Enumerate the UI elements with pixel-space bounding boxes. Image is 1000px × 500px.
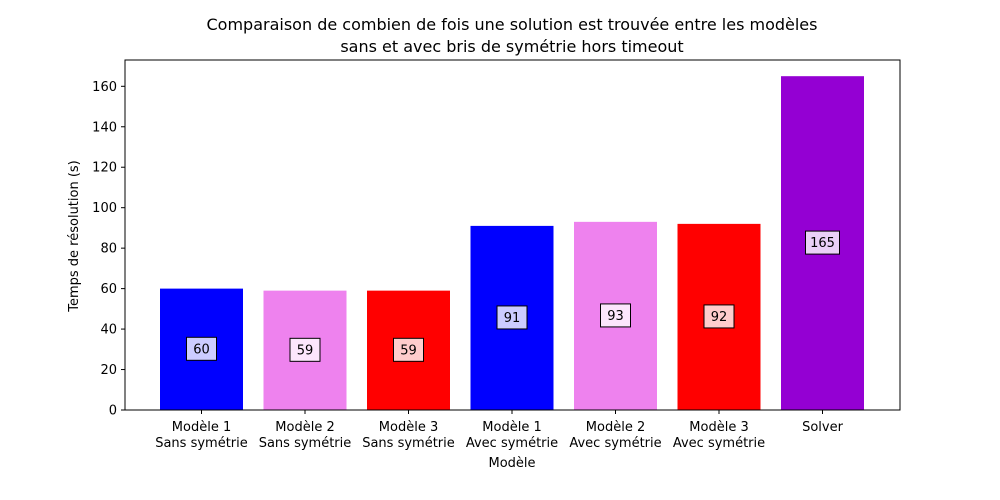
bar-value-box — [186, 336, 217, 361]
x-tick-label: Sans symétrie — [155, 436, 248, 451]
y-tick-label: 160 — [92, 80, 117, 95]
y-tick-label: 20 — [100, 363, 117, 378]
bar-value-label: 59 — [297, 343, 314, 358]
x-tick-label: Modèle 1 — [172, 420, 231, 435]
y-tick-label: 100 — [92, 201, 117, 216]
bar-value-label: 92 — [711, 310, 728, 325]
x-tick-label: Sans symétrie — [362, 436, 455, 451]
y-tick-label: 120 — [92, 161, 117, 176]
bar-value-box — [805, 230, 840, 255]
bar-value-label: 59 — [400, 343, 417, 358]
x-tick-label: Modèle 1 — [482, 420, 541, 435]
x-tick-label: Avec symétrie — [466, 436, 558, 451]
x-axis-label: Modèle — [488, 456, 535, 471]
y-tick-label: 60 — [100, 282, 117, 297]
bar-value-box — [289, 337, 321, 362]
y-axis: 0 20 40 60 80 100 120 140 160 — [92, 80, 125, 419]
y-tick-label: 140 — [92, 120, 117, 135]
bar-value-box — [393, 337, 424, 362]
bar-value-label: 93 — [607, 309, 624, 324]
x-tick-label: Avec symétrie — [569, 436, 661, 451]
x-tick-label: Modèle 3 — [689, 420, 748, 435]
bar-value-label: 165 — [810, 236, 835, 251]
bar-value-box — [703, 304, 735, 329]
bar-value-box — [496, 305, 528, 330]
bars-layer: 60 59 59 91 93 92 165 — [160, 76, 864, 411]
x-tick-label: Sans symétrie — [259, 436, 352, 451]
bar-value-box — [600, 303, 631, 328]
y-tick-label: 40 — [100, 323, 117, 338]
bar-value-label: 91 — [504, 311, 521, 326]
y-tick-label: 80 — [100, 242, 117, 257]
plot-frame — [124, 59, 901, 411]
x-tick-label: Modèle 2 — [586, 420, 645, 435]
x-tick-label: Modèle 3 — [379, 420, 438, 435]
x-tick-label: Solver — [802, 420, 844, 435]
y-tick-label: 0 — [109, 404, 117, 419]
chart-title: Comparaison de combien de fois une solut… — [207, 15, 818, 34]
chart-subtitle: sans et avec bris de symétrie hors timeo… — [340, 37, 683, 56]
x-tick-label: Modèle 2 — [275, 420, 334, 435]
y-axis-label: Temps de résolution (s) — [67, 160, 82, 313]
bar-value-label: 60 — [193, 342, 210, 357]
x-tick-label: Avec symétrie — [673, 436, 765, 451]
